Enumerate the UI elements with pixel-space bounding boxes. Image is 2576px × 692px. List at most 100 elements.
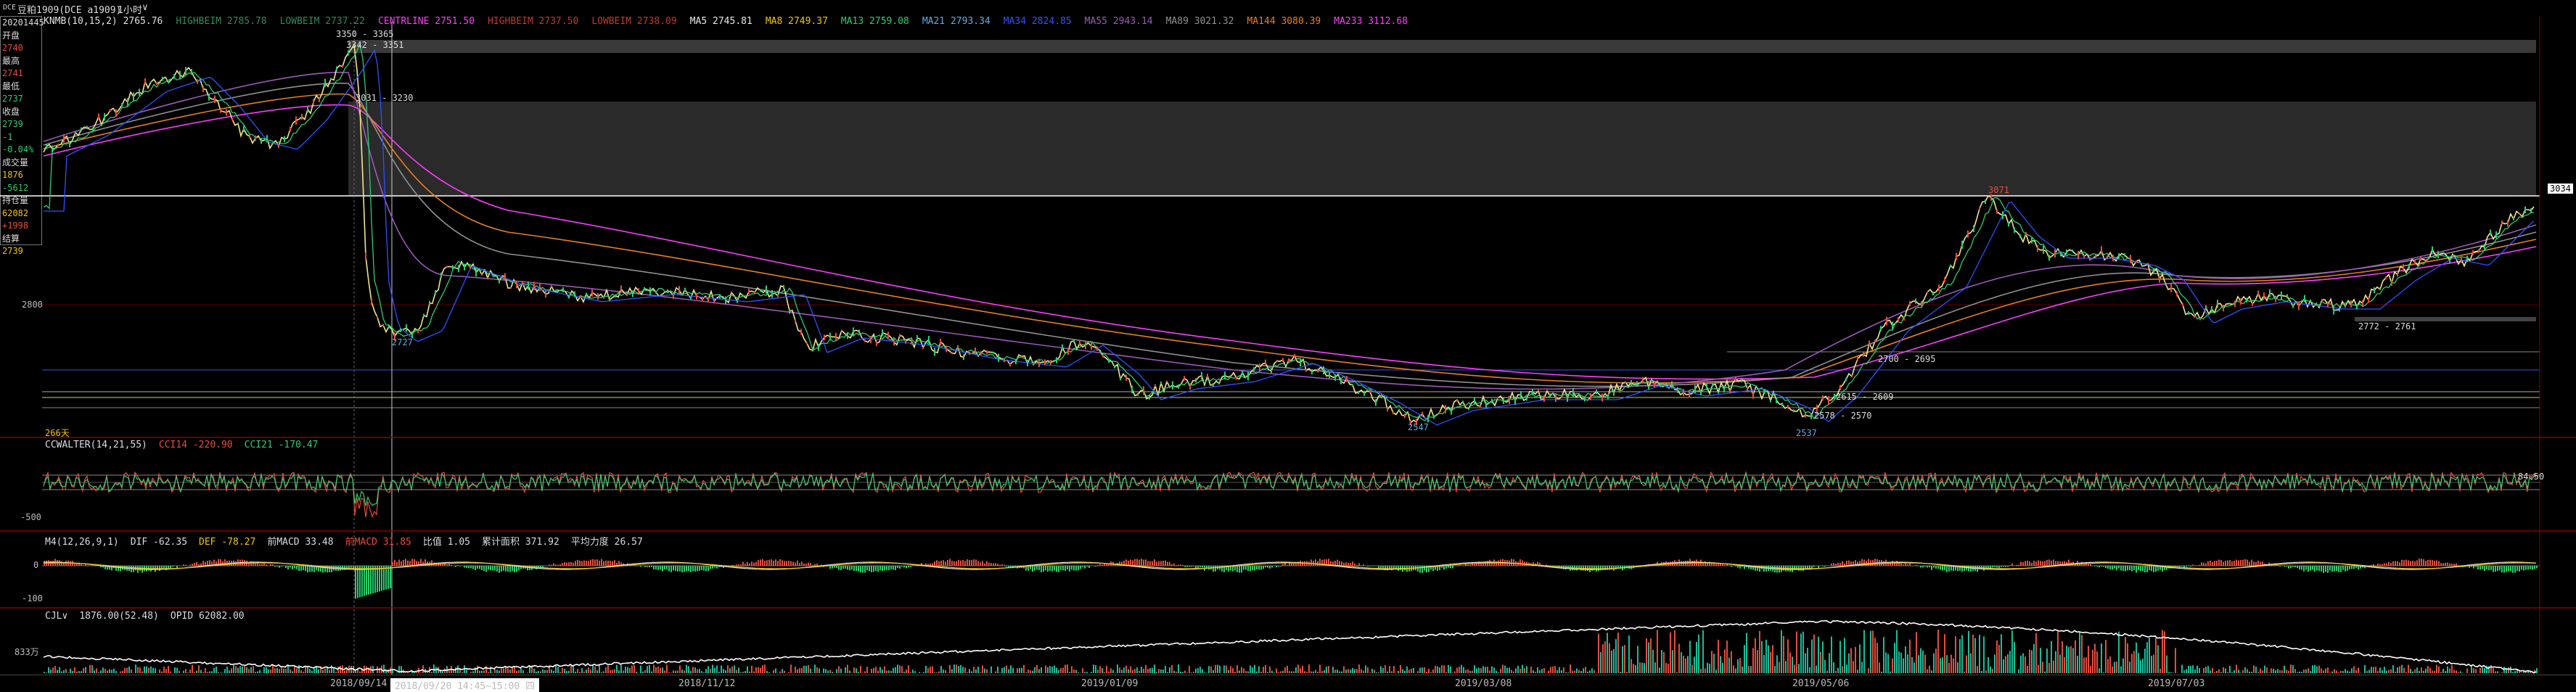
macd-bar — [357, 566, 358, 598]
candle — [1317, 368, 1318, 372]
macd-bar — [790, 561, 792, 566]
volume-bar — [1398, 671, 1399, 673]
volume-bar — [1456, 668, 1458, 673]
volume-bar — [647, 666, 648, 673]
volume-bar — [1206, 672, 1207, 673]
volume-bar — [2159, 669, 2161, 673]
volume-bar — [2227, 672, 2228, 673]
volume-bar — [934, 672, 935, 673]
macd-bar — [2016, 565, 2017, 566]
candle — [1729, 390, 1731, 393]
macd-bar — [172, 566, 173, 567]
volume-bar — [734, 665, 735, 673]
volume-bar — [742, 672, 744, 673]
volume-bar — [2358, 667, 2359, 673]
volume-bar — [1239, 670, 1240, 673]
candle — [591, 289, 593, 297]
macd-bar — [562, 563, 563, 566]
macd-bar — [832, 566, 833, 569]
candle — [1625, 382, 1626, 384]
macd-bar — [1361, 565, 1362, 566]
macd-bar — [2253, 561, 2255, 566]
macd-bar — [716, 566, 718, 569]
volume-bar — [2440, 672, 2442, 673]
macd-bar — [2334, 566, 2335, 572]
macd-bar — [810, 563, 811, 566]
candle — [2321, 299, 2323, 301]
macd-bar — [675, 566, 676, 571]
volume-bar — [690, 671, 692, 673]
candle — [934, 348, 935, 356]
candle — [2124, 253, 2125, 256]
candle — [1456, 399, 1458, 401]
volume-bar — [768, 672, 770, 673]
macd-bar — [599, 561, 600, 566]
volume-bar — [840, 669, 842, 673]
candle — [400, 329, 401, 332]
volume-bar — [1467, 670, 1469, 673]
macd-bar — [564, 562, 565, 566]
macd-bar — [296, 566, 298, 569]
candle — [1323, 366, 1324, 374]
candle — [1154, 384, 1156, 387]
volume-bar — [2190, 666, 2191, 673]
volume-bar — [2116, 662, 2117, 673]
volume-bar — [623, 670, 624, 673]
candle — [2141, 265, 2143, 267]
volume-bar — [2442, 669, 2444, 673]
volume-bar — [1916, 633, 1917, 673]
macd-bar — [703, 566, 705, 571]
volume-bar — [205, 668, 206, 673]
candle — [609, 299, 610, 301]
macd-bar — [370, 566, 372, 594]
candle — [771, 290, 773, 298]
macd-bar — [2432, 560, 2433, 566]
volume-bar — [951, 669, 953, 673]
macd-bar — [2342, 566, 2344, 570]
volume-bar — [1493, 667, 1495, 673]
macd-bar — [2516, 566, 2518, 571]
volume-bar — [83, 668, 84, 673]
macd-bar — [394, 560, 395, 566]
volume-bar — [1802, 632, 1804, 673]
volume-bar — [2266, 667, 2268, 673]
volume-bar — [237, 668, 239, 673]
macd-bar — [290, 566, 291, 567]
volume-bar — [168, 666, 169, 673]
macd-bar — [686, 566, 687, 571]
volume-bar — [1705, 669, 1706, 673]
candle — [2054, 250, 2056, 258]
candle — [1787, 405, 1789, 409]
candle — [2014, 228, 2015, 234]
volume-bar — [697, 670, 698, 673]
volume-bar — [1167, 672, 1168, 673]
volume-bar — [318, 670, 319, 673]
candle — [2112, 255, 2114, 261]
macd-bar — [897, 566, 898, 568]
macd-bar — [2186, 566, 2187, 567]
volume-bar — [2453, 670, 2455, 673]
candle — [1143, 387, 1144, 395]
candle — [2449, 258, 2450, 264]
candle — [829, 333, 831, 341]
macd-bar — [849, 566, 850, 570]
volume-bar — [2040, 648, 2041, 673]
volume-bar — [2421, 667, 2422, 673]
macd-bar — [771, 559, 772, 566]
macd-bar — [707, 566, 709, 571]
candle — [464, 265, 465, 271]
volume-bar — [1448, 665, 1449, 673]
candle — [673, 292, 674, 299]
candle — [261, 139, 262, 144]
volume-bar — [1900, 653, 1902, 673]
volume-bar — [1768, 646, 1769, 673]
volume-bar — [1034, 667, 1035, 673]
volume-bar — [2386, 671, 2387, 673]
volume-bar — [1195, 669, 1197, 673]
candle — [911, 337, 912, 345]
volume-bar — [137, 667, 139, 673]
volume-bar — [1422, 667, 1423, 673]
volume-bar — [1152, 668, 1153, 673]
volume-bar — [766, 671, 768, 673]
